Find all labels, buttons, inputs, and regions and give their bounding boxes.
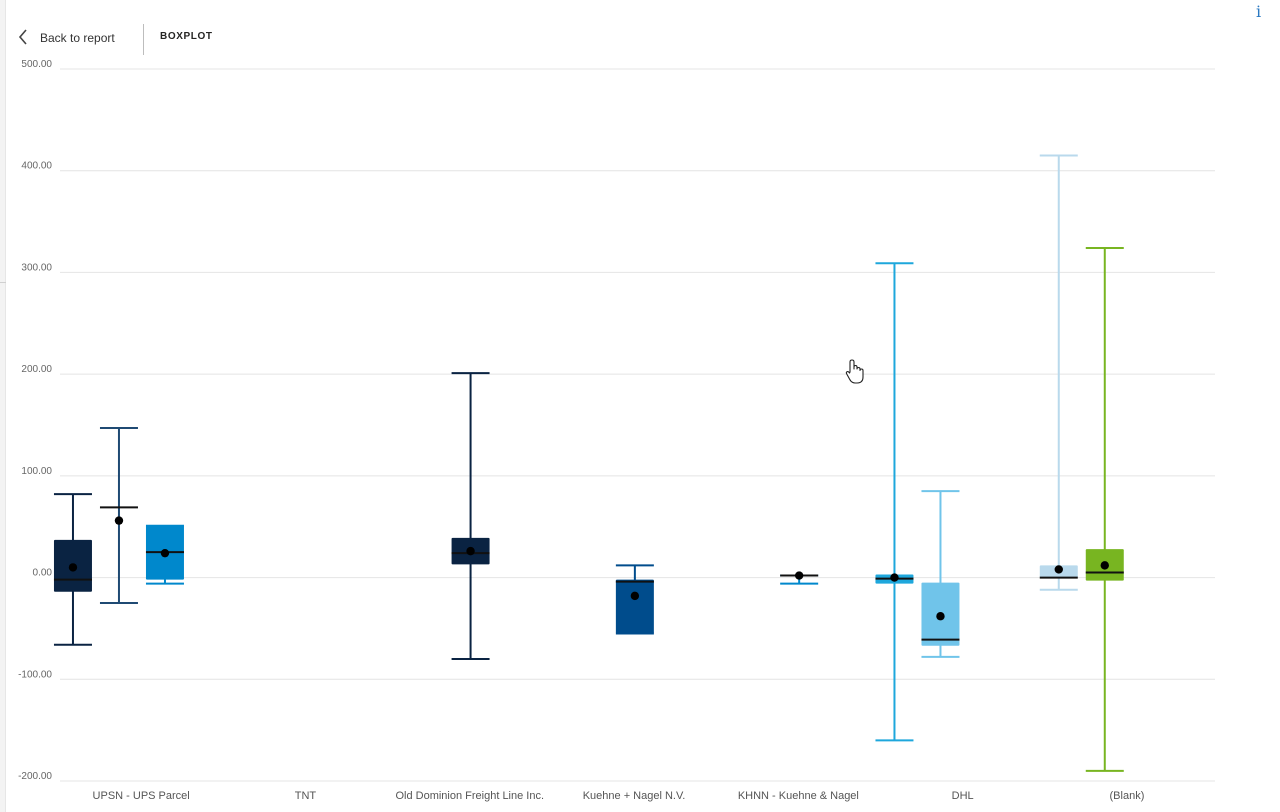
- left-panel-edge: [0, 0, 6, 812]
- mean-marker: [160, 548, 170, 558]
- category-label: (Blank): [1110, 790, 1145, 802]
- left-panel-marker: [0, 282, 6, 283]
- mean-marker: [890, 573, 899, 582]
- hand-pointer-icon: [844, 358, 866, 391]
- category-label: KHNN - Kuehne & Nagel: [738, 790, 859, 802]
- category-label: DHL: [952, 790, 974, 802]
- mean-marker: [794, 571, 804, 580]
- y-tick-label: 100.00: [21, 466, 52, 477]
- category-label: UPSN - UPS Parcel: [93, 790, 190, 802]
- mean-marker: [466, 546, 475, 556]
- y-tick-label: 200.00: [21, 364, 52, 375]
- box-iqr: [615, 579, 654, 634]
- y-tick-label: 500.00: [21, 59, 52, 70]
- category-label: Old Dominion Freight Line Inc.: [395, 790, 544, 802]
- category-label: Kuehne + Nagel N.V.: [583, 790, 686, 802]
- mean-marker: [630, 591, 640, 601]
- y-tick-label: 300.00: [21, 262, 52, 273]
- y-tick-label: 0.00: [33, 568, 53, 579]
- y-tick-label: -200.00: [18, 771, 52, 782]
- mean-marker: [1054, 565, 1063, 574]
- category-label: TNT: [295, 790, 317, 802]
- mean-marker: [936, 612, 945, 621]
- y-tick-label: 400.00: [21, 161, 52, 172]
- back-to-report-button[interactable]: Back to report: [18, 26, 115, 50]
- page-title: BOXPLOT: [160, 31, 213, 42]
- header: Back to report BOXPLOT: [0, 0, 1280, 70]
- mean-marker: [1100, 561, 1109, 570]
- back-label: Back to report: [40, 31, 115, 45]
- mean-marker: [68, 563, 78, 572]
- header-divider: [143, 24, 144, 55]
- info-icon[interactable]: i: [1256, 2, 1262, 21]
- y-tick-label: -100.00: [18, 669, 52, 680]
- mean-marker: [114, 516, 124, 525]
- chevron-left-icon: [18, 28, 40, 48]
